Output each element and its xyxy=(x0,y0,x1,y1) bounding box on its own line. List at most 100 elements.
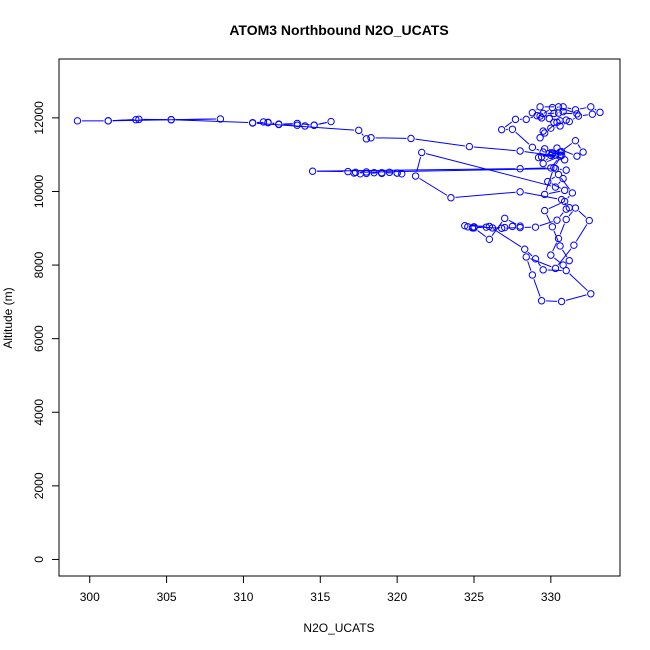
series-line-segment xyxy=(527,261,532,271)
series-line-segment xyxy=(504,121,513,128)
x-tick-label: 300 xyxy=(80,590,100,604)
x-tick-label: 310 xyxy=(233,590,253,604)
series-layer xyxy=(73,103,604,306)
data-point xyxy=(587,290,595,298)
data-point xyxy=(259,118,268,126)
series-line-segment xyxy=(582,114,588,116)
data-point xyxy=(536,103,544,111)
data-point xyxy=(516,222,524,230)
series-line-segment xyxy=(175,119,249,123)
y-tick-label: 8000 xyxy=(32,251,46,278)
data-point xyxy=(539,159,547,168)
data-point xyxy=(554,170,563,179)
y-tick-label: 4000 xyxy=(32,399,46,426)
series-line-segment xyxy=(563,142,573,150)
data-point xyxy=(551,183,560,191)
data-point xyxy=(559,174,567,183)
series-line-segment xyxy=(575,224,588,242)
data-point xyxy=(545,114,553,123)
series-line-segment xyxy=(548,190,561,195)
y-tick-label: 6000 xyxy=(32,325,46,352)
data-point xyxy=(551,164,560,173)
series-line-segment xyxy=(530,116,533,119)
data-point xyxy=(540,206,549,215)
data-point xyxy=(556,242,564,250)
data-point xyxy=(551,264,560,273)
data-point xyxy=(544,177,552,186)
data-point xyxy=(73,117,82,125)
data-point xyxy=(553,216,561,224)
data-point xyxy=(508,222,517,231)
data-point xyxy=(557,297,566,306)
series-line-segment xyxy=(567,195,570,199)
data-point xyxy=(308,167,317,175)
data-point xyxy=(528,109,537,117)
data-point xyxy=(327,117,335,126)
data-point xyxy=(565,256,573,265)
series-line-segment xyxy=(551,176,556,180)
data-point xyxy=(534,153,543,162)
data-point xyxy=(522,253,530,261)
data-point xyxy=(293,119,301,128)
x-tick-label: 325 xyxy=(464,590,484,604)
data-point xyxy=(579,148,587,156)
data-point xyxy=(548,223,557,231)
data-point xyxy=(522,115,530,124)
data-point xyxy=(547,151,555,160)
y-tick-label: 0 xyxy=(32,556,46,563)
data-point xyxy=(511,115,520,124)
data-point xyxy=(571,136,580,145)
y-tick-label: 12000 xyxy=(32,101,46,135)
data-point xyxy=(497,125,506,134)
data-point xyxy=(574,112,583,120)
data-point xyxy=(264,118,272,126)
data-point xyxy=(447,194,455,202)
series-0 xyxy=(73,103,604,306)
data-point xyxy=(275,120,283,128)
series-line-segment xyxy=(545,171,553,191)
data-point xyxy=(550,118,558,126)
x-axis-label: N2O_UCATS xyxy=(303,621,374,635)
plot-area-frame xyxy=(58,58,621,577)
series-line-segment xyxy=(537,262,541,267)
data-point xyxy=(568,189,577,197)
series-line-segment xyxy=(112,119,135,122)
series-line-segment xyxy=(361,133,364,136)
series-line-segment xyxy=(360,168,551,173)
data-point xyxy=(508,125,517,133)
data-point xyxy=(465,142,474,151)
data-point xyxy=(362,169,371,178)
data-point xyxy=(539,148,547,156)
data-point xyxy=(367,134,375,142)
data-point xyxy=(587,103,595,111)
data-point xyxy=(497,224,506,232)
series-line-segment xyxy=(553,159,558,165)
data-point xyxy=(248,119,257,127)
data-point xyxy=(547,124,555,132)
data-point xyxy=(556,151,564,159)
data-point xyxy=(398,170,406,178)
data-point xyxy=(135,115,143,124)
data-point xyxy=(501,214,509,223)
data-point xyxy=(531,223,540,231)
series-line-segment xyxy=(524,167,547,170)
data-point xyxy=(560,156,569,164)
data-point xyxy=(573,110,581,118)
series-line-segment xyxy=(491,221,503,236)
data-point xyxy=(531,255,540,263)
data-point xyxy=(547,251,555,259)
data-point xyxy=(516,147,524,155)
y-axis-label: Altitude (m) xyxy=(1,287,15,348)
data-point xyxy=(418,148,426,157)
data-point xyxy=(571,204,580,212)
data-point xyxy=(216,115,225,123)
series-line-segment xyxy=(565,294,587,301)
chart-title: ATOM3 Northbound N2O_UCATS xyxy=(229,22,448,38)
data-point xyxy=(585,216,593,225)
series-line-segment xyxy=(508,219,517,225)
data-point xyxy=(516,223,524,232)
data-point xyxy=(407,134,415,143)
series-line-segment xyxy=(455,191,516,198)
data-point xyxy=(485,222,494,231)
